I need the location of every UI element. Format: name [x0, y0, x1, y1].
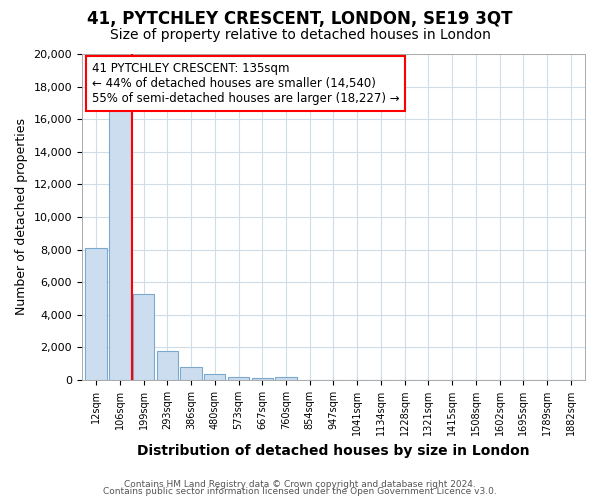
Bar [157, 352, 178, 380]
Text: Contains public sector information licensed under the Open Government Licence v3: Contains public sector information licen… [103, 488, 497, 496]
Text: 41 PYTCHLEY CRESCENT: 135sqm
← 44% of detached houses are smaller (14,540)
55% o: 41 PYTCHLEY CRESCENT: 135sqm ← 44% of de… [92, 62, 400, 105]
Bar [85, 248, 107, 380]
X-axis label: Distribution of detached houses by size in London: Distribution of detached houses by size … [137, 444, 530, 458]
Y-axis label: Number of detached properties: Number of detached properties [15, 118, 28, 316]
Bar [204, 374, 226, 380]
Text: Contains HM Land Registry data © Crown copyright and database right 2024.: Contains HM Land Registry data © Crown c… [124, 480, 476, 489]
Bar [181, 367, 202, 380]
Bar [251, 378, 273, 380]
Bar [109, 110, 131, 380]
Bar [275, 376, 296, 380]
Text: Size of property relative to detached houses in London: Size of property relative to detached ho… [110, 28, 490, 42]
Bar [133, 294, 154, 380]
Bar [228, 376, 249, 380]
Text: 41, PYTCHLEY CRESCENT, LONDON, SE19 3QT: 41, PYTCHLEY CRESCENT, LONDON, SE19 3QT [87, 10, 513, 28]
